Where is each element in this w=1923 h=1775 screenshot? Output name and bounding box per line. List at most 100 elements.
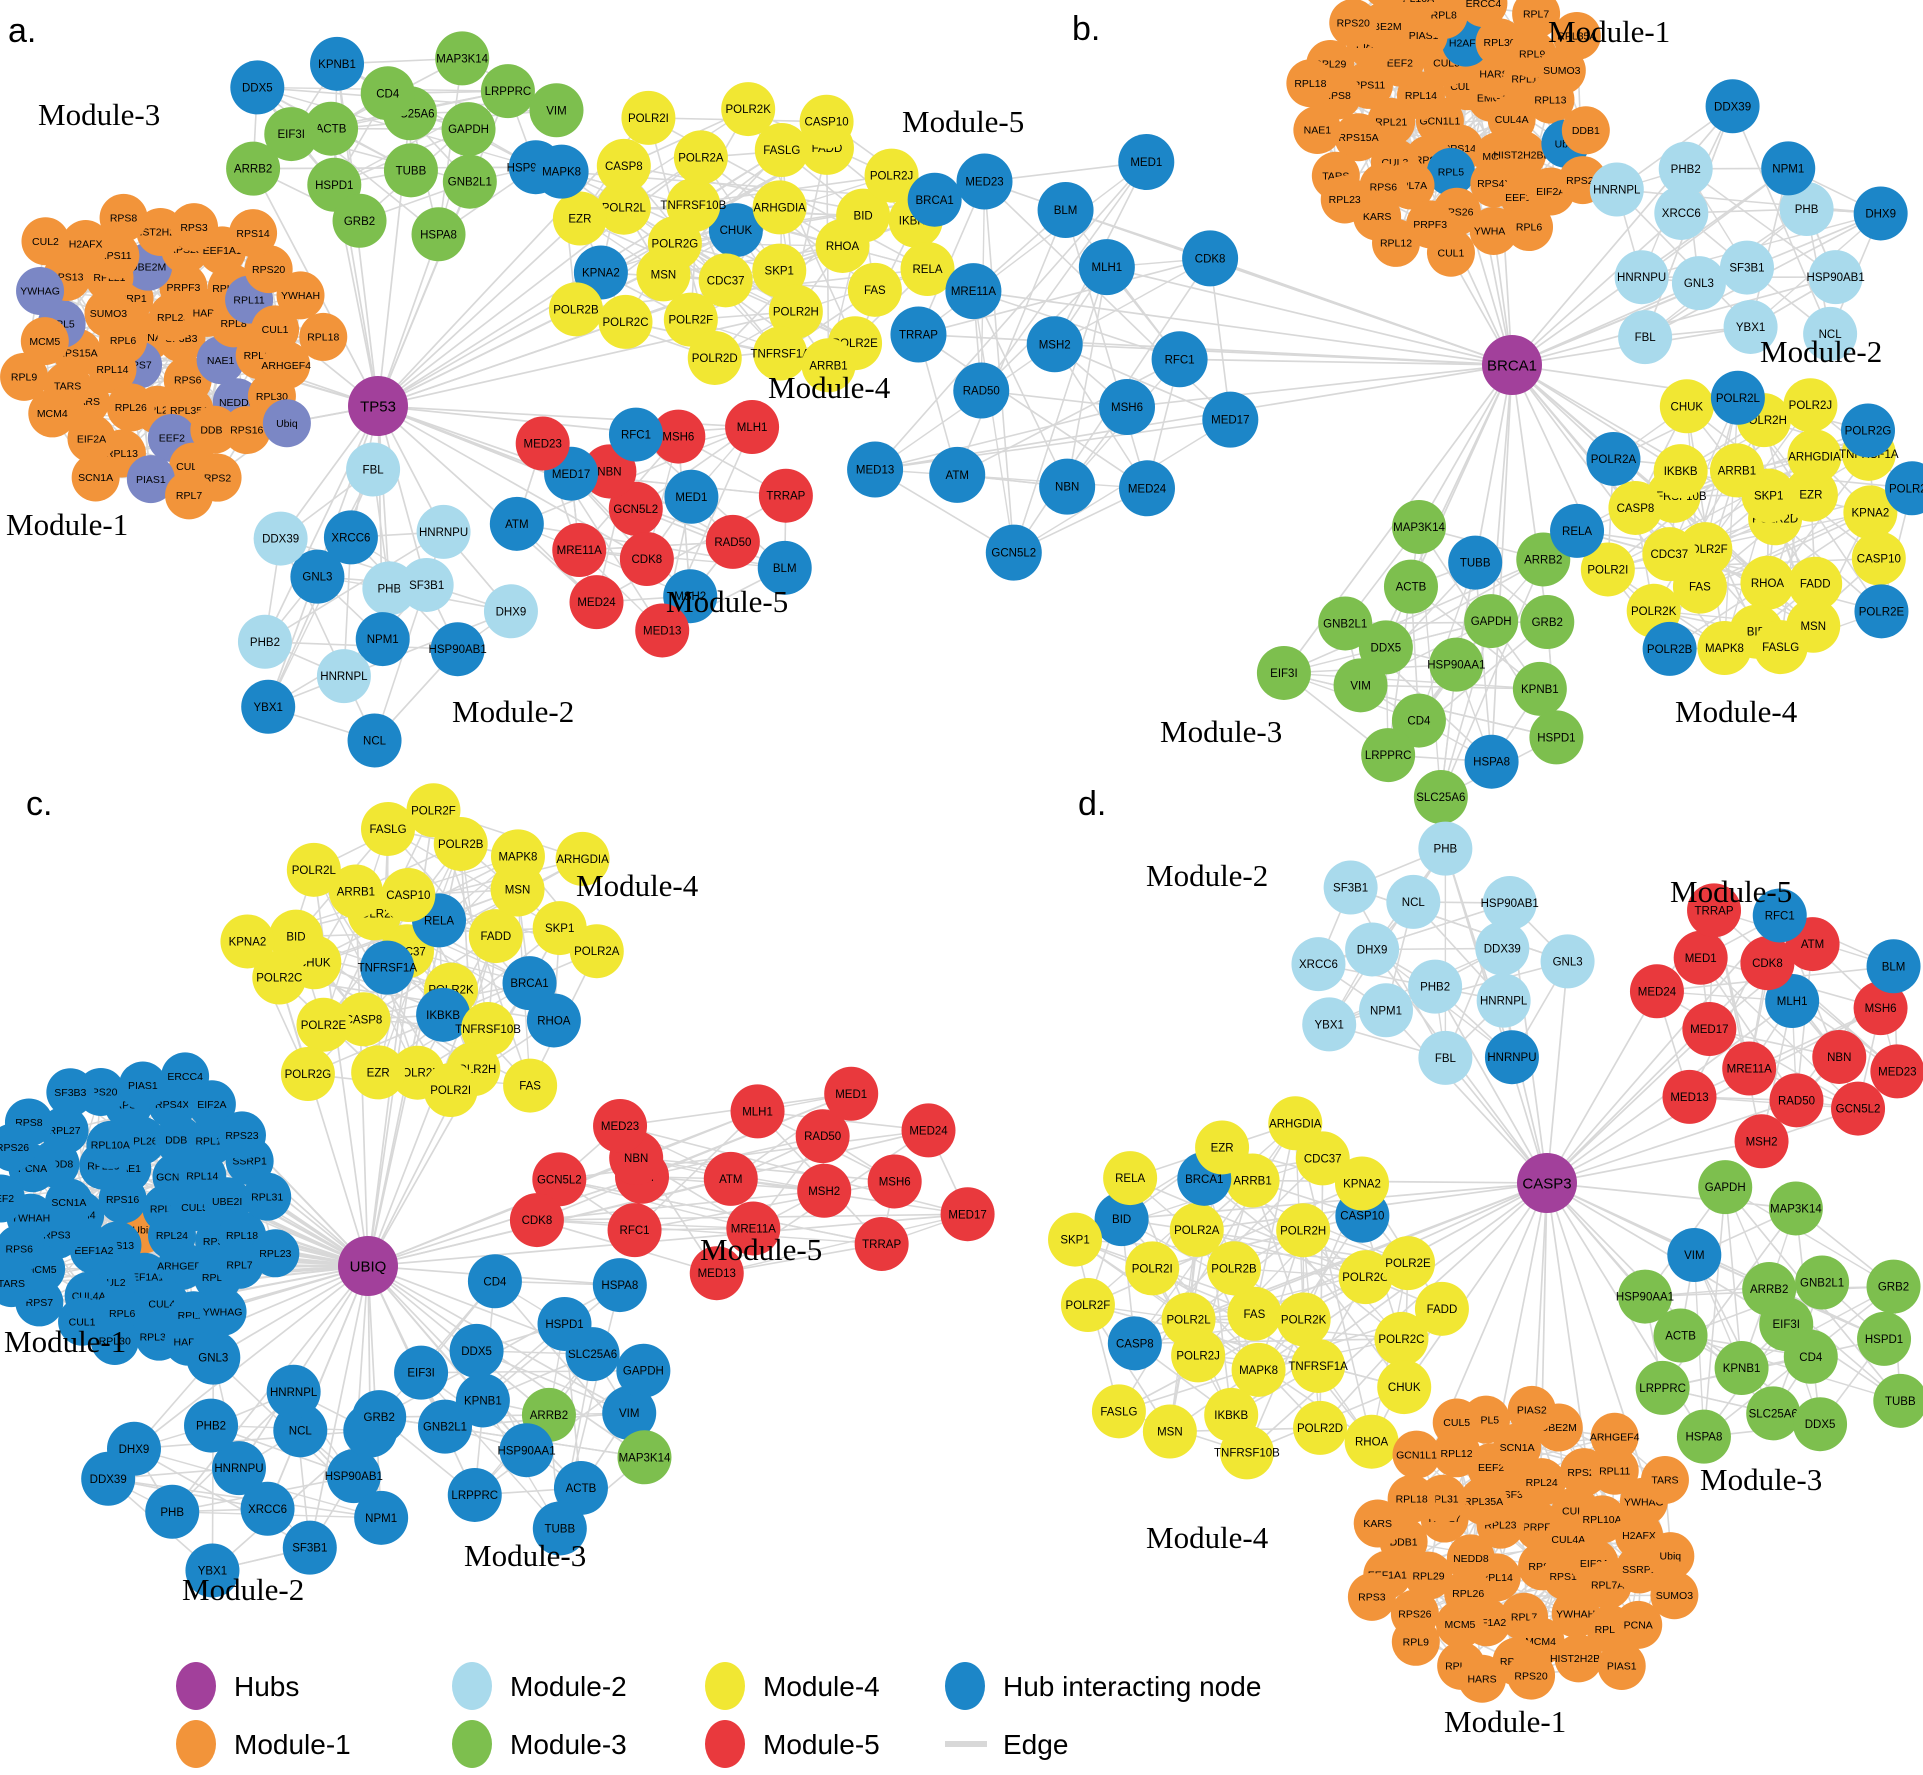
node-label: HSP90AA1 xyxy=(497,1445,555,1457)
node-label: HNRNPU xyxy=(214,1463,263,1475)
node-label: RPS26 xyxy=(0,1142,29,1154)
node-label: KPNA2 xyxy=(1343,1179,1381,1191)
node-YBX1: YBX1 xyxy=(241,679,296,734)
node-RPS20: RPS20 xyxy=(1507,1651,1556,1700)
node-label: HSPD1 xyxy=(545,1319,583,1331)
node-label: RAD50 xyxy=(804,1131,841,1143)
node-KPNA2: KPNA2 xyxy=(220,914,275,969)
node-label: POLR2J xyxy=(870,171,913,183)
hub-edge xyxy=(1434,986,1548,1184)
hub-label: UBIQ xyxy=(350,1258,387,1275)
node-label: ARRB2 xyxy=(234,164,272,176)
node-label: RFC1 xyxy=(620,1225,650,1237)
node-Ubiq: Ubiq xyxy=(262,399,311,448)
node-EIF3I: EIF3I xyxy=(394,1345,449,1400)
node-label: HNRNPU xyxy=(1487,1052,1536,1064)
node-label: BLM xyxy=(773,563,797,575)
node-label: POLR2C xyxy=(256,973,302,985)
node-label: POLR2L xyxy=(1716,393,1761,405)
node-RPL23: RPL23 xyxy=(251,1229,300,1278)
node-label: TUBB xyxy=(544,1524,575,1536)
node-label: HSPA8 xyxy=(1686,1432,1723,1444)
node-label: VIM xyxy=(546,105,566,117)
node-label: GNB2L1 xyxy=(448,177,492,189)
node-KPNB1: KPNB1 xyxy=(310,36,365,91)
node-label: TNFRSF10B xyxy=(455,1024,521,1036)
node-label: EZR xyxy=(1211,1142,1234,1154)
node-label: EZR xyxy=(1799,490,1822,502)
node-circle xyxy=(754,123,809,178)
node-label: CHUK xyxy=(1671,401,1704,413)
hub-edge xyxy=(367,951,408,1267)
node-label: MLH1 xyxy=(1777,996,1808,1008)
node-label: RPL14 xyxy=(1405,90,1437,102)
node-RAD50: RAD50 xyxy=(1769,1073,1824,1128)
node-LRPPRC: LRPPRC xyxy=(1361,728,1416,783)
edge xyxy=(1283,672,1540,690)
hub-edge xyxy=(918,333,1513,366)
node-label: CASP8 xyxy=(1617,503,1655,515)
node-label: HNRNPL xyxy=(320,671,368,683)
node-label: YWHAG xyxy=(20,286,60,298)
node-POLR2L: POLR2L xyxy=(286,842,341,897)
node-label: SUMO3 xyxy=(90,308,128,320)
node-HNRNPU: HNRNPU xyxy=(1614,250,1669,305)
edge xyxy=(420,1372,561,1529)
node-MED1: MED1 xyxy=(824,1066,879,1121)
node-label: DDX39 xyxy=(1714,101,1751,113)
node-H2AFX: H2AFX xyxy=(61,220,110,269)
node-label: EEF1A1 xyxy=(203,245,242,257)
node-label: FAS xyxy=(864,285,886,297)
node-label: GAPDH xyxy=(623,1366,664,1378)
node-label: HSP90AB1 xyxy=(1807,272,1865,284)
node-label: KPNA2 xyxy=(1852,507,1890,519)
node-POLR2A: POLR2A xyxy=(1169,1202,1224,1257)
node-PIAS1: PIAS1 xyxy=(1597,1641,1646,1690)
node-FASLG: FASLG xyxy=(1753,620,1808,675)
node-circle xyxy=(28,389,77,438)
node-circle xyxy=(159,263,208,312)
node-EZR: EZR xyxy=(552,191,607,246)
edge xyxy=(476,1350,630,1414)
hub-label: CASP3 xyxy=(1522,1175,1571,1192)
node-label: RPS15A xyxy=(1338,132,1378,144)
node-label: SKP1 xyxy=(1060,1235,1089,1247)
node-label: HNRNPL xyxy=(1480,996,1528,1008)
node-label: HSP90AB1 xyxy=(325,1471,383,1483)
node-label: POLR2C xyxy=(602,317,648,329)
node-EZR: EZR xyxy=(351,1045,406,1100)
node-EIF3I: EIF3I xyxy=(264,107,319,162)
edge xyxy=(1253,1123,1297,1314)
node-RPL18: RPL18 xyxy=(1286,59,1335,108)
node-label: KPNB1 xyxy=(464,1396,502,1408)
node-label: NBN xyxy=(624,1153,648,1165)
node-KPNA2: KPNA2 xyxy=(1334,1156,1389,1211)
node-SF3B1: SF3B1 xyxy=(399,557,454,612)
node-RPS8: RPS8 xyxy=(99,193,148,242)
node-label: POLR2E xyxy=(301,1020,347,1032)
module-label-Module-4: Module-4 xyxy=(1675,694,1798,729)
node-circle xyxy=(442,154,497,209)
node-label: TRRAP xyxy=(899,329,938,341)
hub-edge xyxy=(1546,1028,1710,1184)
node-circle xyxy=(687,330,742,385)
node-CASP10: CASP10 xyxy=(799,94,854,149)
node-ATM: ATM xyxy=(489,496,544,551)
node-label: RAD50 xyxy=(714,537,751,549)
node-circle xyxy=(0,352,49,401)
node-label: POLR2H xyxy=(1280,1225,1326,1237)
node-label: CD4 xyxy=(1407,716,1431,728)
node-label: POLR2J xyxy=(1176,1350,1219,1362)
node-SF3B1: SF3B1 xyxy=(1323,860,1378,915)
module-label-Module-3: Module-3 xyxy=(464,1538,586,1573)
node-label: RPL13 xyxy=(106,448,138,460)
node-YBX1: YBX1 xyxy=(1302,997,1357,1052)
node-circle xyxy=(71,453,120,502)
node-label: DDX39 xyxy=(1484,943,1521,955)
node-label: SKP1 xyxy=(765,266,794,278)
node-label: RPS3 xyxy=(1358,1592,1386,1604)
node-label: CDC37 xyxy=(707,275,745,287)
node-POLR2I: POLR2I xyxy=(1125,1241,1180,1296)
node-label: NAE1 xyxy=(1304,125,1332,137)
